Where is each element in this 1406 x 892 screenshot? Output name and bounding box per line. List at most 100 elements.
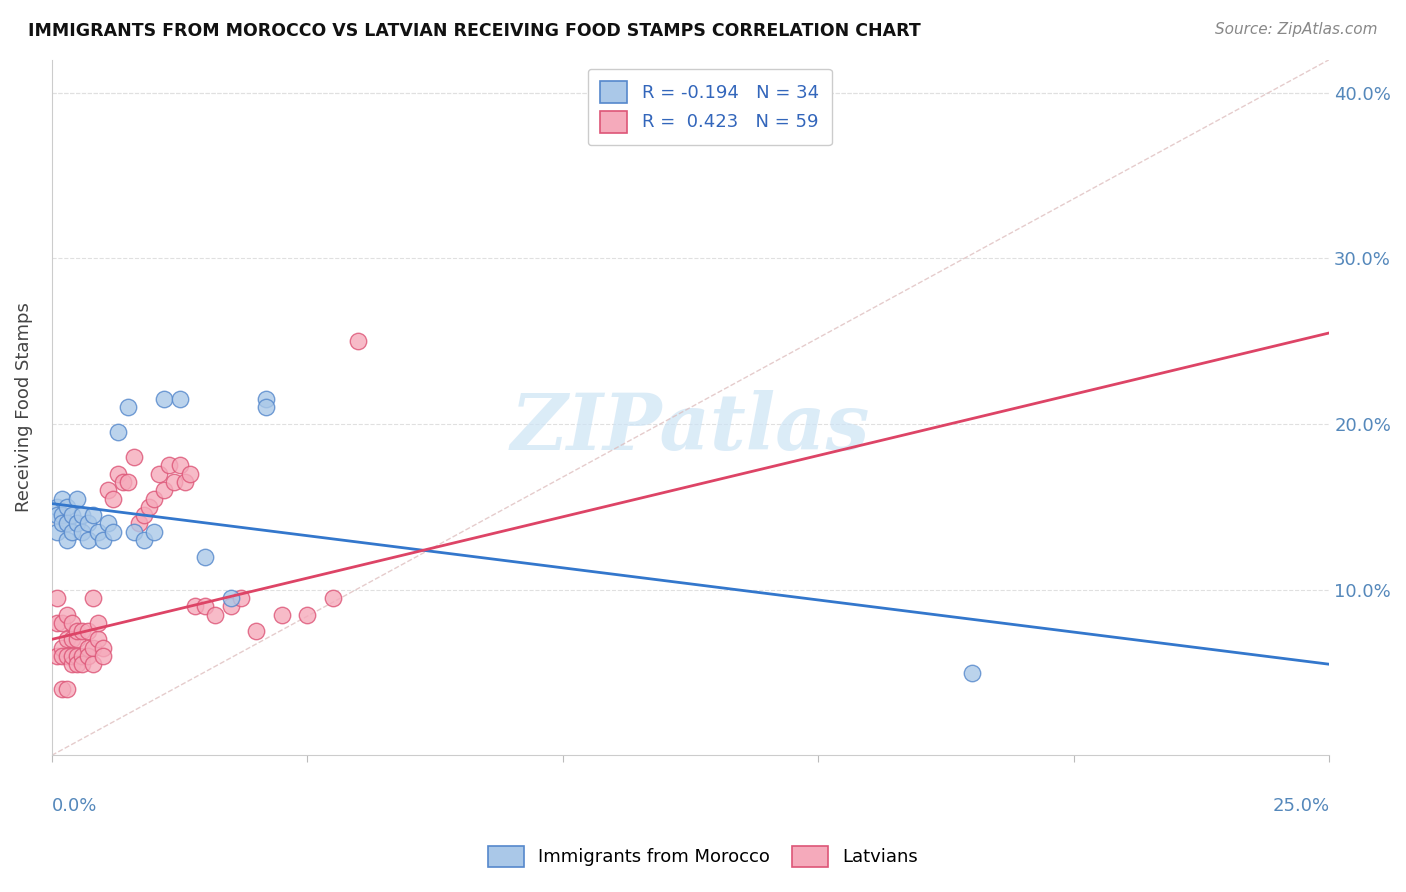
- Point: [204, 607, 226, 622]
- Point: [60, 632, 83, 647]
- Point: [128, 516, 150, 531]
- Point: [56, 500, 79, 514]
- Point: [82, 657, 104, 672]
- Point: [72, 624, 94, 639]
- Point: [219, 591, 242, 605]
- Point: [297, 607, 319, 622]
- Text: Source: ZipAtlas.com: Source: ZipAtlas.com: [1215, 22, 1378, 37]
- Point: [122, 524, 145, 539]
- Point: [51, 615, 73, 630]
- Legend: R = -0.194   N = 34, R =  0.423   N = 59: R = -0.194 N = 34, R = 0.423 N = 59: [588, 69, 831, 145]
- Text: IMMIGRANTS FROM MOROCCO VS LATVIAN RECEIVING FOOD STAMPS CORRELATION CHART: IMMIGRANTS FROM MOROCCO VS LATVIAN RECEI…: [28, 22, 921, 40]
- Point: [229, 591, 252, 605]
- Point: [56, 533, 79, 547]
- Point: [66, 491, 89, 506]
- Point: [76, 640, 98, 655]
- Point: [45, 524, 67, 539]
- Point: [169, 458, 191, 473]
- Point: [56, 607, 79, 622]
- Point: [56, 632, 79, 647]
- Point: [72, 648, 94, 663]
- Point: [45, 508, 67, 523]
- Point: [60, 508, 83, 523]
- Legend: Immigrants from Morocco, Latvians: Immigrants from Morocco, Latvians: [481, 838, 925, 874]
- Point: [194, 599, 217, 614]
- Point: [132, 533, 155, 547]
- Text: ZIPatlas: ZIPatlas: [510, 390, 870, 467]
- Point: [87, 615, 110, 630]
- Point: [60, 524, 83, 539]
- Point: [194, 549, 217, 564]
- Point: [245, 624, 267, 639]
- Point: [51, 508, 73, 523]
- Point: [56, 648, 79, 663]
- Text: 25.0%: 25.0%: [1272, 797, 1329, 815]
- Point: [51, 640, 73, 655]
- Point: [138, 500, 160, 514]
- Point: [107, 467, 129, 481]
- Point: [184, 599, 207, 614]
- Point: [60, 657, 83, 672]
- Point: [91, 640, 114, 655]
- Point: [157, 458, 180, 473]
- Point: [66, 657, 89, 672]
- Point: [169, 392, 191, 407]
- Point: [142, 491, 165, 506]
- Point: [72, 508, 94, 523]
- Point: [72, 524, 94, 539]
- Point: [66, 624, 89, 639]
- Point: [219, 599, 242, 614]
- Point: [122, 450, 145, 465]
- Text: 0.0%: 0.0%: [52, 797, 97, 815]
- Point: [66, 516, 89, 531]
- Point: [347, 334, 370, 349]
- Point: [51, 648, 73, 663]
- Point: [148, 467, 170, 481]
- Point: [101, 524, 124, 539]
- Point: [179, 467, 201, 481]
- Point: [117, 401, 139, 415]
- Point: [56, 516, 79, 531]
- Point: [60, 648, 83, 663]
- Point: [76, 624, 98, 639]
- Point: [82, 640, 104, 655]
- Point: [153, 392, 176, 407]
- Point: [97, 516, 120, 531]
- Point: [270, 607, 292, 622]
- Point: [66, 648, 89, 663]
- Point: [45, 648, 67, 663]
- Point: [163, 475, 186, 489]
- Point: [960, 665, 983, 680]
- Point: [97, 483, 120, 498]
- Point: [322, 591, 344, 605]
- Point: [66, 632, 89, 647]
- Point: [132, 508, 155, 523]
- Point: [56, 682, 79, 697]
- Point: [72, 657, 94, 672]
- Point: [51, 516, 73, 531]
- Point: [76, 516, 98, 531]
- Point: [82, 591, 104, 605]
- Point: [87, 632, 110, 647]
- Point: [45, 615, 67, 630]
- Point: [91, 648, 114, 663]
- Point: [254, 401, 277, 415]
- Point: [82, 508, 104, 523]
- Point: [76, 648, 98, 663]
- Point: [142, 524, 165, 539]
- Point: [60, 615, 83, 630]
- Point: [117, 475, 139, 489]
- Point: [45, 500, 67, 514]
- Point: [51, 682, 73, 697]
- Point: [173, 475, 195, 489]
- Y-axis label: Receiving Food Stamps: Receiving Food Stamps: [15, 302, 32, 512]
- Point: [51, 491, 73, 506]
- Point: [153, 483, 176, 498]
- Point: [87, 524, 110, 539]
- Point: [101, 491, 124, 506]
- Point: [112, 475, 135, 489]
- Point: [254, 392, 277, 407]
- Point: [91, 533, 114, 547]
- Point: [107, 425, 129, 440]
- Point: [45, 591, 67, 605]
